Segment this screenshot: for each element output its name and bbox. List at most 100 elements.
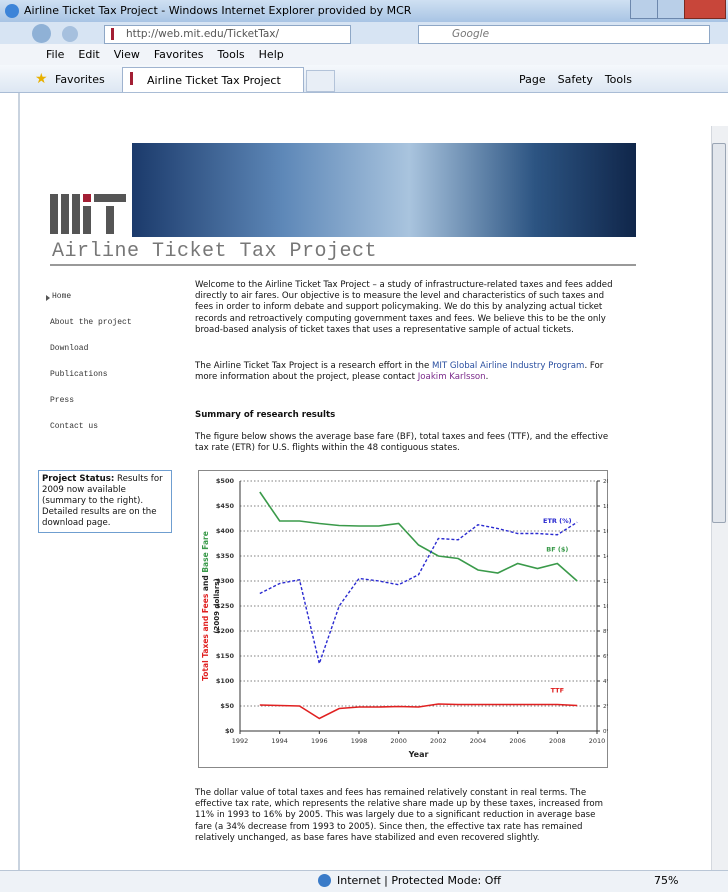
window-title: Airline Ticket Tax Project - Windows Int… xyxy=(24,4,412,17)
banner-image xyxy=(132,143,636,237)
menu-item[interactable]: View xyxy=(113,48,140,61)
tab-title[interactable]: Airline Ticket Tax Project xyxy=(147,74,281,87)
status-text: Results for 2009 now available (summary … xyxy=(42,474,163,528)
y2-tick-label: 8% xyxy=(603,629,608,635)
y-axis-subtitle: (2009 dollars) xyxy=(213,578,221,633)
nav-link[interactable]: Publications xyxy=(50,370,108,379)
y2-tick-label: 4% xyxy=(603,679,608,685)
zone-icon xyxy=(318,874,331,887)
address-text[interactable]: http://web.mit.edu/TicketTax/ xyxy=(126,28,280,40)
y-tick-label: $500 xyxy=(216,477,235,485)
y2-tick-label: 6% xyxy=(603,654,608,660)
y2-tick-label: 20% xyxy=(603,479,608,485)
menu-item[interactable]: Edit xyxy=(78,48,100,61)
menu-item[interactable]: Tools xyxy=(217,48,245,61)
series-line xyxy=(259,521,578,667)
figure-frame xyxy=(198,470,608,768)
menu-item[interactable]: Favorites xyxy=(153,48,204,61)
y2-tick-label: 16% xyxy=(603,529,608,535)
new-tab[interactable] xyxy=(306,70,335,92)
command-button[interactable]: Safety xyxy=(557,73,593,86)
favorites-button[interactable]: Favorites xyxy=(55,73,105,86)
y2-tick-label: 12% xyxy=(603,579,608,585)
status-box: Project Status: Results for 2009 now ava… xyxy=(38,470,172,533)
y-axis-title: Total Taxes and Fees and Base Fare xyxy=(201,531,210,681)
title-bar xyxy=(0,0,728,22)
command-button[interactable]: Page xyxy=(519,73,546,86)
back-button[interactable] xyxy=(32,24,51,43)
zoom-level[interactable]: 75% xyxy=(654,874,679,887)
maximize-button[interactable] xyxy=(657,0,685,19)
command-button[interactable]: Tools xyxy=(604,73,632,86)
series-label: TTF xyxy=(551,687,564,695)
text: The Airline Ticket Tax Project is a rese… xyxy=(195,361,430,371)
mit-logo xyxy=(50,194,130,234)
frame-border xyxy=(18,93,20,870)
search-box[interactable] xyxy=(418,25,710,44)
y-axis-title-part: Total Taxes and Fees xyxy=(201,593,210,681)
forward-button[interactable] xyxy=(62,26,78,42)
x-tick-label: 2006 xyxy=(509,737,526,745)
search-provider: Google xyxy=(452,28,490,40)
active-tab[interactable] xyxy=(122,67,304,92)
y-axis-title-part: Base Fare xyxy=(201,531,210,572)
y-axis-title-part: and xyxy=(201,575,210,591)
series-label: BF ($) xyxy=(546,546,568,554)
site-title: Airline Ticket Tax Project xyxy=(52,240,378,263)
tab-icon xyxy=(130,72,133,85)
series-line xyxy=(259,703,578,720)
site-icon xyxy=(111,28,114,40)
status-text: Internet | Protected Mode: Off xyxy=(337,874,501,887)
x-tick-label: 1996 xyxy=(311,737,328,745)
nav-link[interactable]: Contact us xyxy=(50,422,99,431)
menu-item[interactable]: File xyxy=(46,48,65,61)
x-tick-label: 2008 xyxy=(549,737,566,745)
x-tick-label: 1994 xyxy=(271,737,288,745)
y2-tick-label: 2% xyxy=(603,704,608,710)
nav-link[interactable]: Press xyxy=(50,396,75,405)
y-tick-label: $450 xyxy=(216,502,235,510)
text: . For more information about the project… xyxy=(195,361,604,383)
menu-item[interactable]: Help xyxy=(258,48,284,61)
x-tick-label: 2010 xyxy=(589,737,606,745)
nav-link[interactable]: About the project xyxy=(50,318,132,327)
x-tick-label: 1998 xyxy=(351,737,368,745)
y-tick-label: $250 xyxy=(216,602,235,610)
status-bar xyxy=(0,870,728,892)
x-tick-label: 2000 xyxy=(390,737,407,745)
nav-marker xyxy=(46,295,50,301)
y-tick-label: $300 xyxy=(216,577,235,585)
nav-link[interactable]: Home xyxy=(52,292,72,301)
y2-tick-label: 10% xyxy=(603,604,608,610)
link[interactable]: MIT Global Airline Industry Program xyxy=(431,361,585,371)
x-axis-title: Year xyxy=(408,750,429,759)
status-label: Project Status: xyxy=(42,474,115,484)
favorites-star: ★ xyxy=(35,71,48,87)
conclusion-paragraph: The dollar value of total taxes and fees… xyxy=(195,788,603,843)
series-line xyxy=(259,491,578,582)
section-heading: Summary of research results xyxy=(195,410,336,420)
figure-intro: The figure below shows the average base … xyxy=(195,432,609,454)
minimize-button[interactable] xyxy=(630,0,658,19)
intro-paragraph: Welcome to the Airline Ticket Tax Projec… xyxy=(195,280,613,335)
series-label: ETR (%) xyxy=(543,517,572,525)
scroll-thumb[interactable] xyxy=(712,143,726,523)
y-tick-label: $150 xyxy=(216,652,235,660)
ie-icon xyxy=(5,4,19,18)
link[interactable]: Joakim Karlsson xyxy=(417,372,486,383)
y2-tick-label: 0% xyxy=(603,729,608,735)
command-items: Page Safety Tools xyxy=(519,73,632,86)
address-box[interactable] xyxy=(104,25,351,44)
y2-tick-label: 14% xyxy=(603,554,608,560)
y-tick-label: $50 xyxy=(220,702,234,710)
y-tick-label: $400 xyxy=(216,527,235,535)
menu-items: File Edit View Favorites Tools Help xyxy=(46,48,284,61)
y-tick-label: $0 xyxy=(225,727,235,735)
x-tick-label: 2002 xyxy=(430,737,447,745)
y-tick-label: $200 xyxy=(216,627,235,635)
address-buttons[interactable] xyxy=(356,26,414,42)
close-button[interactable] xyxy=(684,0,726,19)
research-paragraph: The Airline Ticket Tax Project is a rese… xyxy=(195,361,613,383)
nav-link[interactable]: Download xyxy=(50,344,89,353)
